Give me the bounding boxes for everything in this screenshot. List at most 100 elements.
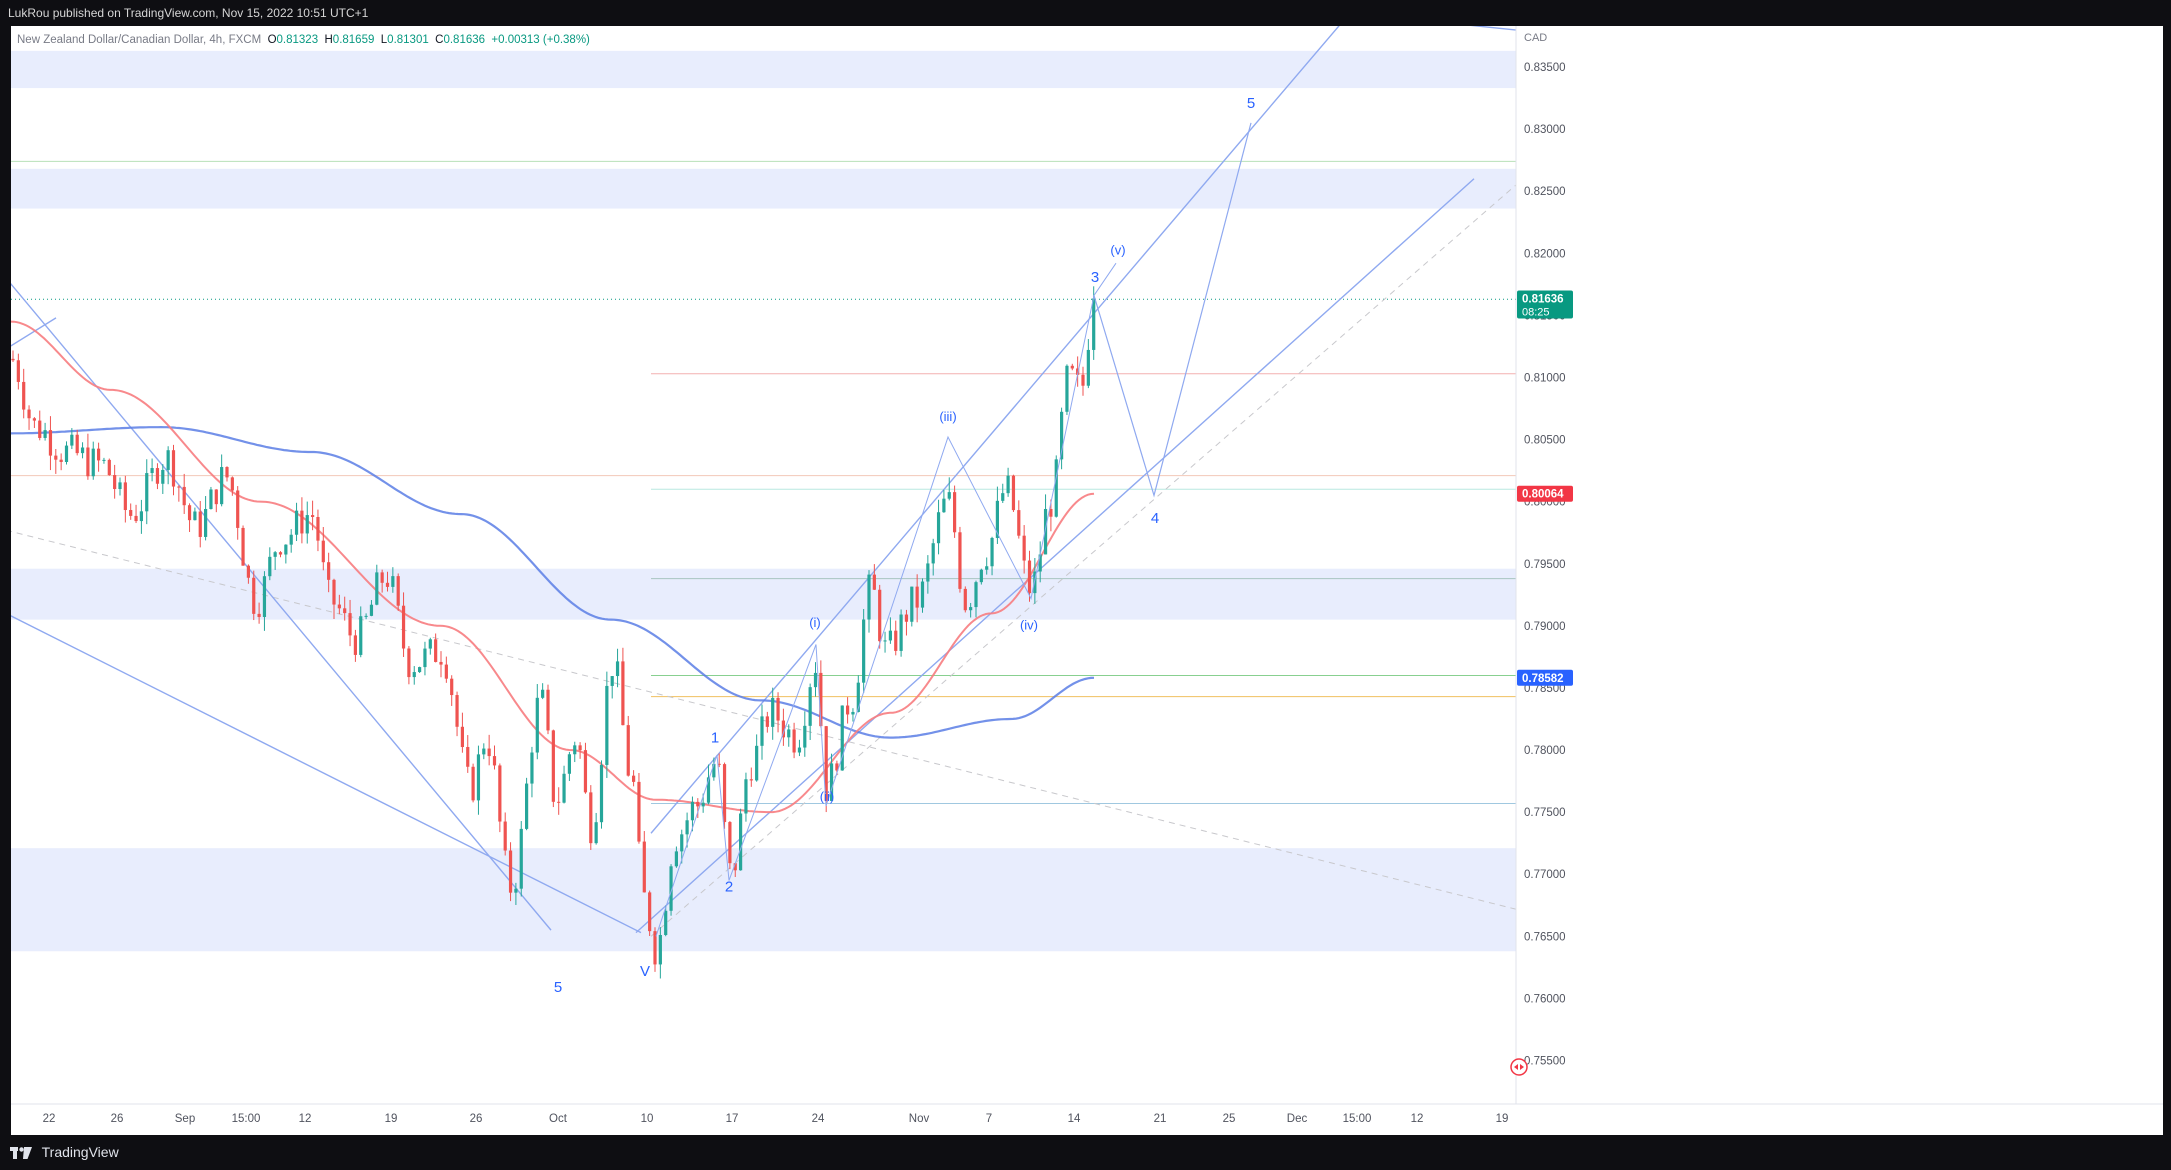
candle-body (979, 569, 983, 583)
candle-body (428, 639, 432, 649)
candle-body (551, 730, 555, 802)
candle-body (1011, 475, 1016, 511)
chart-area[interactable]: 5 V 1 2 (i) (ii) (iii) (iv) 3 (v) 4 5 CAD 0.83500 0.83… (11, 26, 2163, 1135)
candle-body (765, 716, 769, 727)
candle-body (241, 527, 245, 566)
brand-name[interactable]: TradingView (41, 1144, 119, 1160)
candle-body (225, 467, 229, 478)
price-tick-label: 0.78500 (1524, 683, 1566, 695)
publish-info: LukRou published on TradingView.com, Nov… (8, 6, 369, 20)
candle-body (289, 534, 293, 545)
candle-body (669, 866, 673, 911)
candle-body (182, 486, 186, 506)
candle-body (311, 515, 315, 517)
wave-label: (iv) (1020, 618, 1038, 633)
candle-body (706, 777, 711, 803)
candle-body (658, 934, 662, 965)
candle-body (348, 613, 352, 636)
candle-body (546, 689, 550, 731)
candle-body (471, 766, 475, 801)
candle-body (1081, 374, 1085, 386)
price-axis-background (1516, 26, 2163, 1135)
candle-body (958, 532, 962, 589)
candle-body (749, 779, 753, 781)
elliott-wave-path (655, 262, 1117, 937)
candle-body (230, 477, 234, 491)
candle-body (198, 511, 202, 537)
wave-label: V (640, 963, 650, 980)
candle-body (1054, 459, 1058, 517)
candle-body (508, 850, 513, 893)
candle-body (380, 572, 384, 583)
candle-body (220, 467, 224, 505)
candle-body (1022, 535, 1026, 561)
candle-body (771, 697, 775, 727)
candle-body (717, 763, 721, 765)
price-tick-label: 0.82000 (1524, 248, 1566, 260)
price-chart[interactable]: 5V12(i)(ii)(iii)(iv)3(v)45CAD0.835000.83… (11, 26, 2163, 1135)
candle-body (942, 498, 946, 513)
high-value: 0.81659 (332, 34, 375, 46)
wave-label: 1 (711, 730, 719, 747)
candle-body (813, 672, 818, 688)
candle-body (450, 678, 454, 696)
candle-body (113, 475, 117, 490)
candle-body (653, 931, 657, 965)
candle-body (642, 841, 646, 893)
candle-body (583, 750, 588, 793)
candle-body (139, 511, 143, 522)
time-tick-label: 19 (1496, 1113, 1509, 1125)
candle-body (519, 828, 523, 889)
candle-body (1076, 368, 1080, 375)
candle-body (321, 540, 325, 563)
candle-body (236, 490, 240, 528)
candle-body (423, 648, 427, 668)
candle-body (829, 763, 834, 801)
price-tick-label: 0.77500 (1524, 807, 1566, 819)
candle-body (953, 492, 957, 533)
time-tick-label: 15:00 (1343, 1113, 1372, 1125)
close-label: C (435, 34, 444, 46)
wave-label: (iii) (939, 409, 956, 424)
price-tick-label: 0.82500 (1524, 186, 1566, 198)
candle-body (910, 586, 914, 622)
candle-body (1027, 560, 1032, 594)
candle-body (541, 689, 545, 698)
candle-body (337, 604, 341, 609)
candle-body (985, 566, 989, 570)
price-tick-label: 0.80500 (1524, 435, 1566, 447)
time-tick-label: Nov (909, 1113, 930, 1125)
wave-label: (ii) (820, 789, 834, 804)
sma-price-badge (1517, 669, 1573, 686)
candle-body (466, 747, 470, 767)
candle-body (872, 574, 876, 590)
candle-body (920, 581, 925, 608)
candle-body (1060, 411, 1064, 460)
candle-body (193, 511, 197, 521)
current-price-badge (1517, 290, 1573, 319)
candle-body (1049, 508, 1053, 517)
candle-body (246, 565, 250, 578)
candle-body (803, 725, 807, 748)
close-value: 0.81636 (443, 34, 486, 46)
arrows-icon (1514, 1064, 1524, 1070)
price-tick-label: 0.79500 (1524, 559, 1566, 571)
candle-body (894, 630, 898, 651)
price-tick-label: 0.76000 (1524, 993, 1566, 1005)
candle-body (38, 420, 42, 438)
candle-body (915, 586, 919, 608)
candle-body (760, 716, 764, 746)
time-tick-label: 7 (986, 1113, 992, 1125)
candle-body (637, 781, 641, 842)
candle-body (851, 711, 855, 715)
candle-body (369, 604, 374, 616)
candle-body (535, 697, 539, 753)
candle-body (316, 516, 320, 541)
tradingview-logo-icon (10, 1147, 32, 1160)
candle-body (680, 834, 684, 852)
price-tick-label: 0.78000 (1524, 745, 1566, 757)
candle-body (867, 574, 871, 620)
candle-body (412, 672, 416, 678)
wave-label: 3 (1091, 269, 1099, 286)
time-tick-label: 26 (111, 1113, 124, 1125)
